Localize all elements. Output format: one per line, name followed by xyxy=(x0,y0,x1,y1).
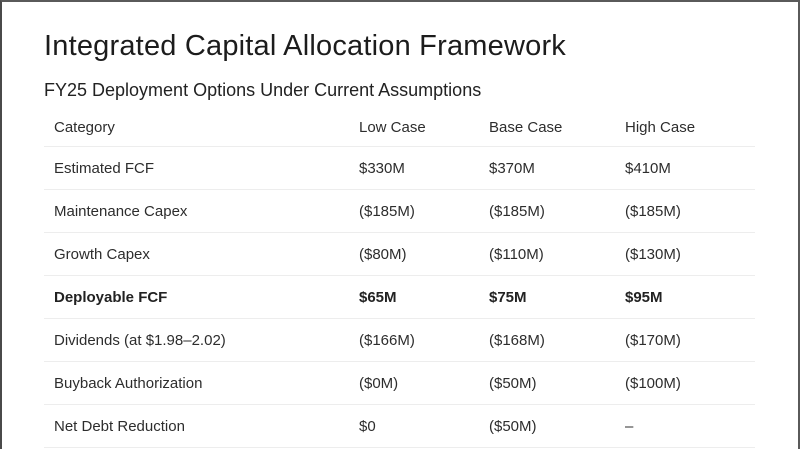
base-case-cell: ($110M) xyxy=(489,245,544,263)
base-case-cell: ($185M) xyxy=(489,202,545,220)
base-case-cell: ($168M) xyxy=(489,331,545,349)
high-case-cell: $410M xyxy=(625,159,671,177)
category-cell: Buyback Authorization xyxy=(54,374,203,392)
low-case-cell: ($80M) xyxy=(359,245,407,263)
low-case-cell: $330M xyxy=(359,159,405,177)
table-row-deployable-fcf: Deployable FCF $65M $75M $95M xyxy=(44,276,755,319)
category-cell: Growth Capex xyxy=(54,245,150,263)
low-case-cell: ($185M) xyxy=(359,202,415,220)
capital-allocation-table: Category Low Case Base Case High Case Es… xyxy=(44,108,755,448)
high-case-cell: ($100M) xyxy=(625,374,681,392)
category-cell: Estimated FCF xyxy=(54,159,155,177)
high-case-cell: ($170M) xyxy=(625,331,681,349)
base-case-cell: ($50M) xyxy=(489,417,537,435)
table-row-growth-capex: Growth Capex ($80M) ($110M) ($130M) xyxy=(44,233,755,276)
table-row-buyback-authorization: Buyback Authorization ($0M) ($50M) ($100… xyxy=(44,362,755,405)
column-header-base-case: Base Case xyxy=(489,118,563,136)
category-cell: Net Debt Reduction xyxy=(54,417,185,435)
base-case-cell: $75M xyxy=(489,288,527,306)
slide-title: Integrated Capital Allocation Framework xyxy=(44,30,566,62)
low-case-cell: ($166M) xyxy=(359,331,415,349)
category-cell: Dividends (at $1.98–2.02) xyxy=(54,331,226,349)
table-header-row: Category Low Case Base Case High Case xyxy=(44,108,755,147)
low-case-cell: $65M xyxy=(359,288,397,306)
slide-subtitle: FY25 Deployment Options Under Current As… xyxy=(44,80,482,100)
table-row-dividends: Dividends (at $1.98–2.02) ($166M) ($168M… xyxy=(44,319,755,362)
base-case-cell: $370M xyxy=(489,159,535,177)
base-case-cell: ($50M) xyxy=(489,374,537,392)
column-header-category: Category xyxy=(54,118,115,136)
low-case-cell: ($0M) xyxy=(359,374,399,392)
category-cell: Maintenance Capex xyxy=(54,202,188,220)
high-case-cell: ($130M) xyxy=(625,245,681,263)
table-row-net-debt-reduction: Net Debt Reduction $0 ($50M) – xyxy=(44,405,755,448)
column-header-low-case: Low Case xyxy=(359,118,426,136)
column-header-high-case: High Case xyxy=(625,118,696,136)
high-case-cell: ($185M) xyxy=(625,202,681,220)
table-row-maintenance-capex: Maintenance Capex ($185M) ($185M) ($185M… xyxy=(44,190,755,233)
table-row-estimated-fcf: Estimated FCF $330M $370M $410M xyxy=(44,147,755,190)
high-case-cell: $95M xyxy=(625,288,663,306)
high-case-cell: – xyxy=(625,417,634,435)
low-case-cell: $0 xyxy=(359,417,376,435)
category-cell: Deployable FCF xyxy=(54,288,168,306)
